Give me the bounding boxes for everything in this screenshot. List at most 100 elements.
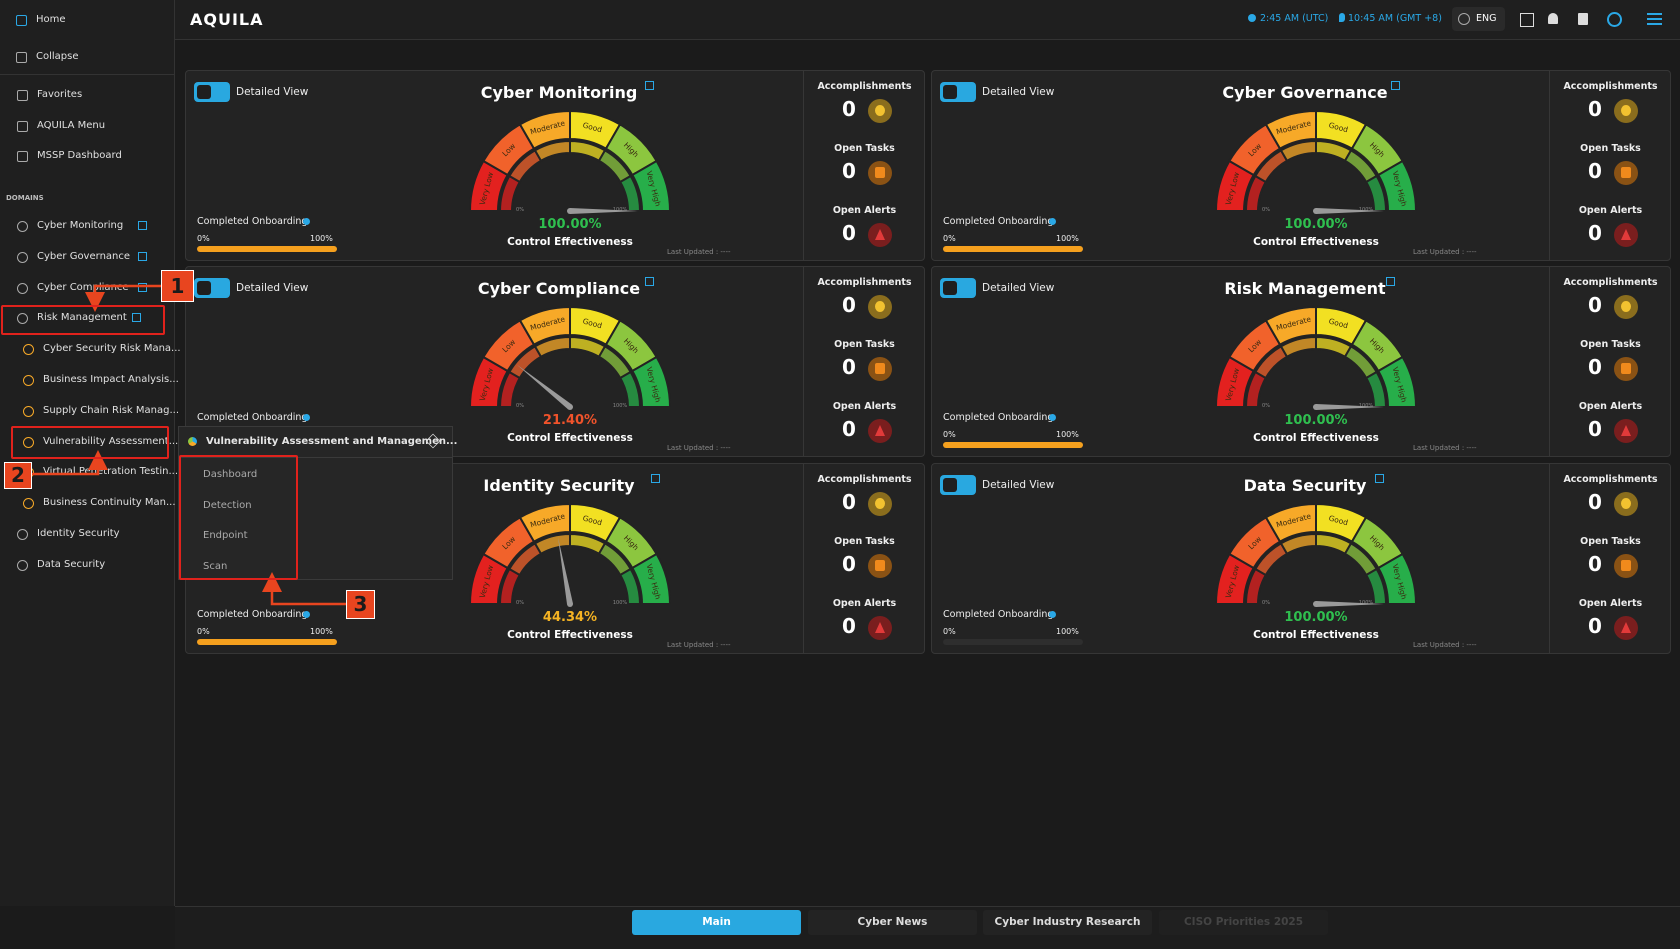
menu-icon[interactable] (1647, 13, 1662, 15)
stats-column: Accomplishments 0 Open Tasks 0 Open Alerts 0 (803, 71, 925, 260)
external-link-icon[interactable] (1386, 277, 1395, 286)
nav-item[interactable]: Business Continuity Man... (0, 491, 176, 515)
callout-label: 2 (4, 462, 32, 489)
nav-item[interactable]: Business Impact Analysis... (0, 368, 179, 392)
nav-item[interactable]: Collapse (0, 45, 174, 69)
nav-item[interactable]: Cyber Governance (0, 245, 174, 269)
external-link-icon (137, 251, 147, 261)
detailed-view-toggle[interactable] (940, 278, 976, 298)
stat-label: Open Tasks (1580, 536, 1641, 547)
gauge-needle (570, 208, 638, 214)
nav-label: MSSP Dashboard (37, 150, 122, 162)
toggle-label: Detailed View (982, 86, 1055, 98)
popup-item[interactable]: Detection (203, 499, 252, 511)
stat-value: 0 (842, 614, 856, 638)
external-link-icon[interactable] (645, 277, 655, 286)
nav-item[interactable]: Data Security (0, 553, 174, 577)
nav-item[interactable]: Cyber Security Risk Mana... (0, 337, 181, 361)
stat-icon (868, 492, 892, 516)
tab[interactable]: Cyber News (808, 910, 977, 935)
nav-item[interactable]: Home (0, 8, 174, 32)
nav-label: Favorites (37, 89, 83, 100)
topbar: AQUILA 2:45 AM (UTC) 10:45 AM (GMT +8) E… (175, 0, 1680, 40)
nav-item[interactable]: AQUILA Menu (0, 114, 174, 138)
external-link-icon[interactable] (1375, 474, 1385, 483)
nav-item[interactable]: MSSP Dashboard (0, 144, 174, 168)
nav-item[interactable]: Identity Security (0, 522, 174, 546)
nav-item[interactable]: Favorites (0, 83, 174, 107)
stat-icon-glyph (875, 425, 885, 436)
stat-value: 0 (842, 355, 856, 379)
popup-item[interactable]: Endpoint (203, 530, 248, 541)
nav-item[interactable]: Vulnerability Assessment... (0, 430, 178, 454)
nav-label: Cyber Security Risk Mana... (43, 343, 181, 355)
gauge-min: 0% (1262, 207, 1270, 213)
stat-icon-glyph (1621, 425, 1631, 436)
tab[interactable]: Cyber Industry Research (983, 910, 1152, 935)
stat-icon-glyph (875, 498, 885, 509)
tab[interactable]: Main (632, 910, 801, 935)
document-icon[interactable] (1578, 13, 1588, 25)
stats-column: Accomplishments 0 Open Tasks 0 Open Alerts 0 (803, 267, 925, 456)
onboarding-max: 100% (1056, 430, 1079, 439)
last-updated: Last Updated : ---- (1413, 641, 1477, 649)
info-icon (1049, 611, 1056, 618)
nav-item[interactable]: Cyber Compliance (0, 276, 174, 300)
nav-item[interactable]: Risk Management (0, 306, 174, 330)
domain-card: Detailed View Cyber Monitoring Very Low Low… (185, 70, 925, 261)
stat-icon (868, 223, 892, 247)
stat-value: 0 (1588, 417, 1602, 441)
nav-item[interactable]: Cyber Monitoring (0, 214, 174, 238)
stat-icon (868, 161, 892, 185)
stat-value: 0 (842, 490, 856, 514)
external-link-icon[interactable] (645, 81, 655, 90)
nav-label: Virtual Penetration Testin... (43, 466, 179, 478)
needle-hub (567, 601, 573, 607)
support-icon[interactable] (1607, 12, 1622, 27)
stat-label: Open Tasks (834, 339, 895, 350)
onboarding-label: Completed Onboarding (197, 609, 308, 620)
toggle-knob (197, 281, 211, 295)
nav-label: Cyber Governance (37, 250, 131, 262)
effectiveness-value: 100.00% (1284, 610, 1348, 625)
detailed-view-toggle[interactable] (194, 278, 230, 298)
stat-icon (868, 419, 892, 443)
globe-icon (1458, 13, 1470, 25)
callout-box (1, 305, 165, 335)
toggle-label: Detailed View (236, 282, 309, 294)
stat-label: Accomplishments (817, 474, 912, 485)
stat-label: Open Tasks (1580, 143, 1641, 154)
stat-icon-glyph (1621, 229, 1631, 240)
external-link-icon[interactable] (1391, 81, 1401, 90)
nav-icon (17, 251, 28, 263)
notification-icon[interactable] (1548, 13, 1558, 24)
gauge-inner-band (618, 370, 642, 408)
bottom-tabs: Main Cyber News Cyber Industry Research CIS… (175, 906, 1680, 949)
detailed-view-toggle[interactable] (194, 82, 230, 102)
popup-item[interactable]: Dashboard (203, 469, 258, 480)
module-icon (188, 437, 197, 446)
stat-icon-glyph (875, 622, 885, 633)
callout-box (179, 455, 298, 580)
stat-label: Accomplishments (817, 81, 912, 92)
popup-item[interactable]: Scan (203, 560, 228, 572)
external-link-icon[interactable] (650, 474, 660, 483)
detailed-view-toggle[interactable] (940, 82, 976, 102)
stat-label: Open Alerts (1578, 205, 1643, 216)
building-icon[interactable] (1520, 13, 1534, 27)
nav-label: Cyber Monitoring (37, 220, 124, 231)
logo[interactable]: AQUILA (190, 10, 264, 29)
stat-value: 0 (1588, 97, 1602, 121)
gauge-needle (1316, 404, 1384, 410)
language-selector[interactable]: ENG (1452, 7, 1505, 31)
effectiveness-label: Control Effectiveness (507, 432, 633, 444)
stats-column: Accomplishments 0 Open Tasks 0 Open Alerts 0 (803, 464, 925, 653)
nav-item[interactable]: Supply Chain Risk Manag... (0, 399, 179, 423)
gauge-max: 100% (1359, 403, 1374, 409)
onboarding-min: 0% (943, 430, 956, 439)
gauge-max: 100% (613, 600, 628, 606)
stats-column: Accomplishments 0 Open Tasks 0 Open Alerts 0 (1549, 71, 1671, 260)
detailed-view-toggle[interactable] (940, 475, 976, 495)
external-link-icon (137, 221, 147, 230)
